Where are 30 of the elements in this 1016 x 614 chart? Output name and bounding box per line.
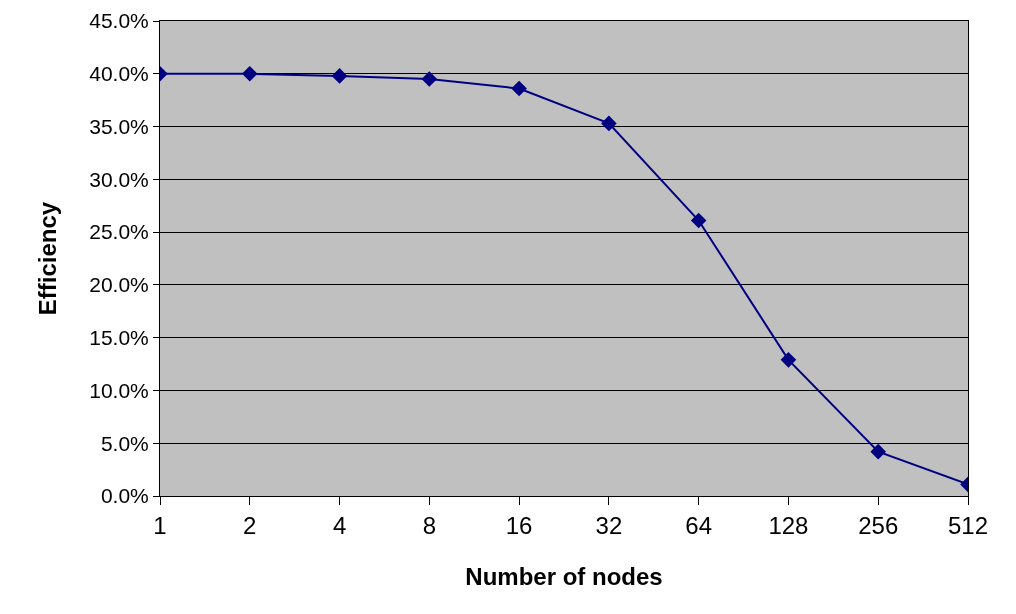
x-tick-label: 512 xyxy=(947,511,989,539)
point xyxy=(690,212,707,229)
point xyxy=(511,80,527,97)
x-tick-label: 2 xyxy=(243,511,257,539)
y-axis-title: Efficiency xyxy=(34,201,62,316)
y-tick-label: 0.0% xyxy=(100,484,149,508)
y-tick-label: 40.0% xyxy=(89,62,149,86)
point xyxy=(331,68,348,84)
y-tick-label: 10.0% xyxy=(89,378,149,402)
y-tick-label: 20.0% xyxy=(89,273,149,297)
point xyxy=(241,65,258,82)
x-tick-label: 8 xyxy=(422,511,437,539)
y-tick-label: 5.0% xyxy=(100,431,149,455)
point xyxy=(421,71,438,87)
x-tick-label: 64 xyxy=(685,511,713,539)
y-tick-label: 35.0% xyxy=(89,114,149,138)
y-tick-label: 45.0% xyxy=(89,9,149,33)
x-axis-title: Number of nodes xyxy=(465,563,663,591)
x-tick-label: 256 xyxy=(858,511,899,539)
x-tick-label: 16 xyxy=(505,511,533,539)
point xyxy=(870,443,887,460)
y-tick-label: 15.0% xyxy=(89,326,149,350)
point xyxy=(780,352,797,368)
x-tick-label: 4 xyxy=(332,511,347,539)
point xyxy=(601,115,617,132)
y-tick-label: 25.0% xyxy=(89,220,149,244)
x-tick-label: 128 xyxy=(768,511,809,539)
x-tick-label: 1 xyxy=(153,511,167,539)
x-tick-label: 32 xyxy=(595,511,623,539)
y-tick-label: 30.0% xyxy=(89,167,149,191)
